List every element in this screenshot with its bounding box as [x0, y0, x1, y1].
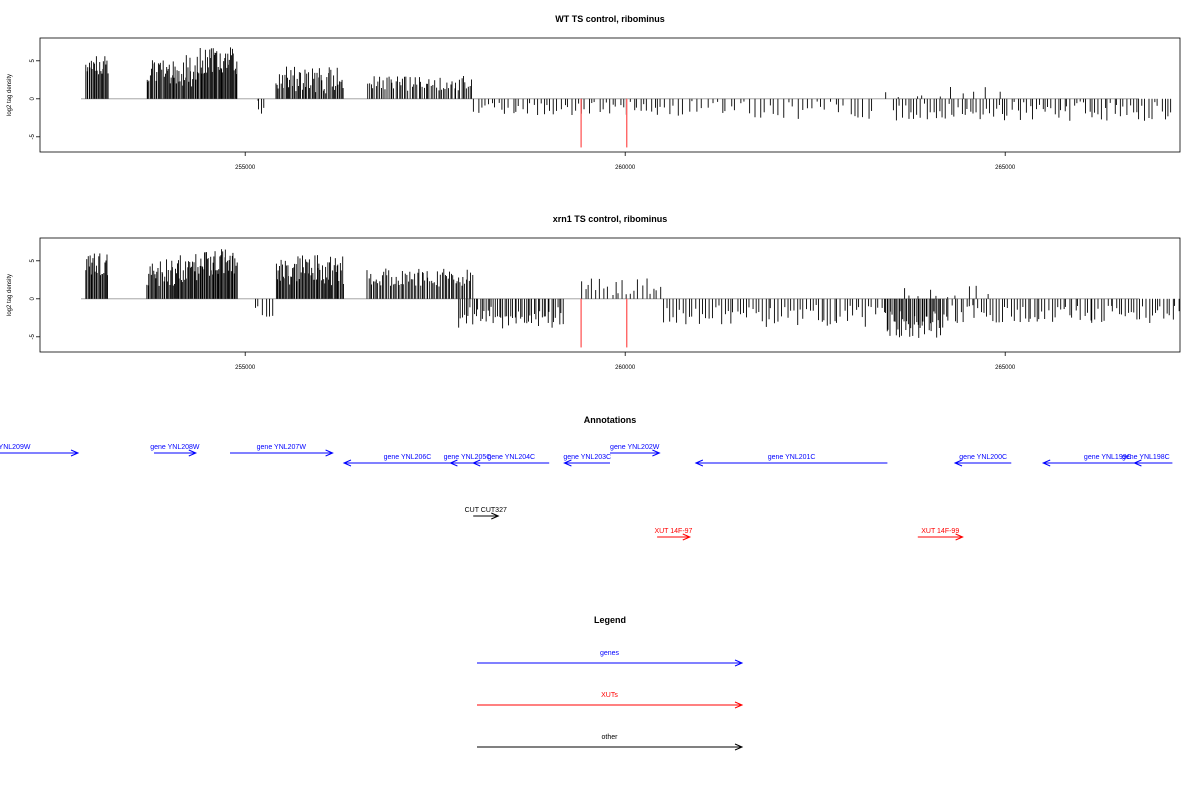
- feature-arrowhead: [953, 459, 963, 467]
- wt-plot-frame: [39, 37, 1181, 153]
- wt-panel: WT TS control, ribominus log2 tag densit…: [7, 14, 1181, 171]
- feature-label: gene YNL203C: [563, 454, 611, 461]
- xrn1-ticks: 5 0 -5 255000 260000 265000: [30, 258, 1016, 371]
- feature-label: XUT 14F-99: [921, 528, 959, 535]
- feature-label: gene YNL201C: [768, 454, 816, 461]
- feature-arrowhead: [563, 459, 572, 467]
- wt-panel-title: WT TS control, ribominus: [555, 14, 665, 24]
- feature-arrowhead: [1041, 459, 1051, 467]
- feature-label: gene YNL198C: [1122, 454, 1170, 461]
- wt-y-tick-label: -5: [30, 133, 36, 139]
- wt-y-tick-label: 0: [30, 96, 36, 100]
- wt-y-axis-label: log2 tag density: [7, 74, 13, 116]
- feature-arrowhead: [471, 459, 481, 467]
- xrn1-y-axis-label: log2 tag density: [7, 274, 13, 316]
- feature-arrowhead: [694, 459, 704, 467]
- feature-arrowhead: [652, 449, 661, 457]
- annotations-title: Annotations: [584, 415, 637, 425]
- wt-ticks: 5 0 -5 255000 260000 265000: [30, 58, 1016, 171]
- feature-label: gene YNL199C: [1084, 454, 1132, 461]
- wt-bars: [81, 47, 1172, 148]
- xrn1-panel: xrn1 TS control, ribominus log2 tag dens…: [7, 214, 1181, 371]
- feature-label: gene YNL204C: [487, 454, 535, 461]
- legend-title: Legend: [594, 615, 626, 625]
- feature-label: gene YNL202W: [610, 444, 660, 451]
- annotation-features: gene YNL209W gene YNL208W gene YNL207W gene…: [0, 444, 1173, 541]
- legend-arrowhead: [734, 659, 744, 667]
- feature-label: gene YNL205C: [444, 454, 492, 461]
- wt-x-tick-label: 265000: [995, 165, 1016, 171]
- legend-label: XUTs: [601, 692, 618, 699]
- wt-x-tick-label: 260000: [615, 165, 636, 171]
- xrn1-plot-frame: [39, 237, 1181, 353]
- feature-label: CUT CUT327: [465, 507, 507, 514]
- feature-arrowhead: [682, 533, 692, 541]
- feature-label: gene YNL206C: [384, 454, 432, 461]
- feature-label: gene YNL200C: [959, 454, 1007, 461]
- wt-x-tick-label: 255000: [235, 165, 256, 171]
- feature-label: gene YNL208W: [150, 444, 200, 451]
- feature-label: XUT 14F-97: [654, 528, 692, 535]
- wt-y-tick-label: 5: [30, 58, 36, 62]
- legend-items: genes XUTs other: [477, 650, 744, 751]
- feature-label: gene YNL207W: [257, 444, 307, 451]
- xrn1-y-tick-label: 5: [30, 258, 36, 262]
- xrn1-y-tick-label: -5: [30, 333, 36, 339]
- feature-label: gene YNL209W: [0, 444, 31, 451]
- xrn1-x-tick-label: 260000: [615, 365, 636, 371]
- xrn1-y-tick-label: 0: [30, 296, 36, 300]
- feature-arrowhead: [955, 533, 964, 541]
- feature-arrowhead: [1133, 459, 1142, 467]
- legend-arrowhead: [734, 701, 744, 709]
- xrn1-bars: [81, 249, 1180, 348]
- feature-arrowhead: [449, 459, 458, 467]
- feature-arrowhead: [325, 449, 334, 457]
- legend: Legend genes XUTs other: [477, 615, 744, 751]
- xrn1-panel-title: xrn1 TS control, ribominus: [553, 214, 668, 224]
- feature-arrowhead: [491, 512, 500, 520]
- legend-label: genes: [600, 650, 620, 657]
- feature-arrowhead: [70, 449, 80, 457]
- legend-arrowhead: [734, 743, 744, 751]
- xrn1-x-tick-label: 265000: [995, 365, 1016, 371]
- xrn1-x-tick-label: 255000: [235, 365, 256, 371]
- feature-arrowhead: [188, 449, 198, 457]
- feature-arrowhead: [342, 459, 352, 467]
- legend-label: other: [602, 734, 619, 741]
